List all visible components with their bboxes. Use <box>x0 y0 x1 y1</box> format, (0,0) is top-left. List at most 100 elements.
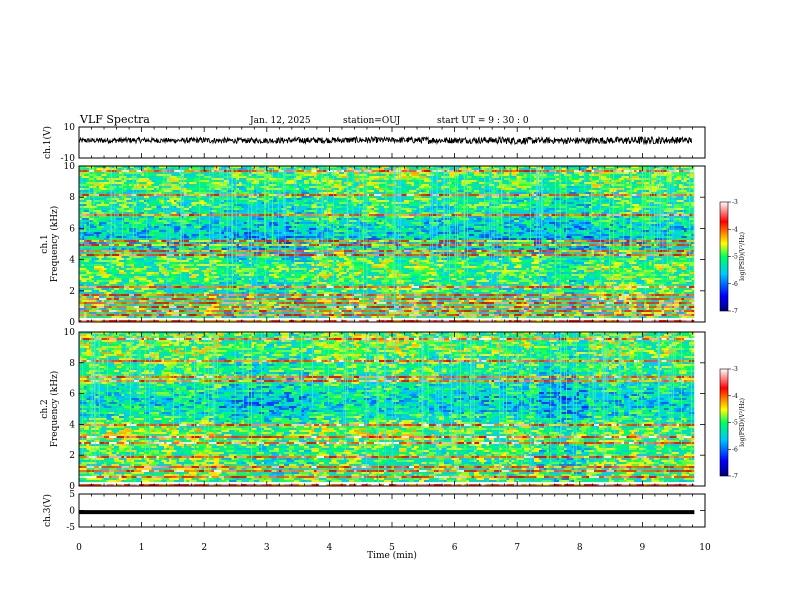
ch1-spectro-cell <box>216 188 222 190</box>
ch1-spectro-cell <box>506 208 509 210</box>
ch1-spectro-cell <box>109 186 117 188</box>
ch1-spectro-cell <box>134 222 142 224</box>
ch1-spectro-cell <box>601 170 604 172</box>
ch1-spectro-cell <box>246 174 249 176</box>
ch1-spectro-cell <box>176 172 179 174</box>
ch1-spectro-cell <box>444 188 447 190</box>
ch1-spectro-cell <box>674 184 677 186</box>
ch1-spectro-cell <box>274 178 277 180</box>
ch1-spectro-cell <box>549 192 557 194</box>
ch1-spectro-cell <box>429 200 432 202</box>
ch1-spectro-cell <box>149 200 152 202</box>
ch1-spectro-cell <box>444 190 452 192</box>
ch1-spectro-cell <box>561 190 567 192</box>
ch1-spectro-cell <box>614 214 622 216</box>
ch1-spectro-cell <box>354 208 362 210</box>
ch1-spectro-cell <box>476 194 479 196</box>
ch1-spectro-cell <box>174 200 177 202</box>
ch1-spectro-cell <box>296 166 299 168</box>
ch1-spectro-cell <box>111 212 117 214</box>
ch1-spectro-cell <box>251 230 259 232</box>
ch1-spectro-cell <box>159 200 162 202</box>
ch1-spectro-cell <box>321 182 327 184</box>
ch1-spectro-cell <box>411 208 417 210</box>
ch1-spectro-cell <box>419 172 427 174</box>
ch1-spectro-cell <box>129 184 132 186</box>
ch1-spectro-cell <box>86 180 94 182</box>
ch1-spectro-cell <box>609 218 617 220</box>
ch1-spectro-cell <box>316 204 322 206</box>
ch1-spectro-cell <box>209 200 212 202</box>
ch1-spectro-cell <box>386 190 394 192</box>
ch1-spectro-cell <box>501 196 507 198</box>
ch1-spectro-cell <box>124 198 127 200</box>
ch1-spectro-cell <box>224 174 232 176</box>
ch1-spectro-cell <box>374 218 377 220</box>
ch1-spectro-cell <box>241 226 244 228</box>
ch1-spectro-cell <box>276 182 284 184</box>
ch1-spectro-cell <box>459 228 464 230</box>
ch1-spectro-cell <box>651 230 654 232</box>
ch1-spectro-cell <box>421 240 424 242</box>
ch1-spectro-cell <box>309 194 317 196</box>
ch1-spectro-cell <box>216 208 222 210</box>
ch1-spectro-cell <box>146 182 154 184</box>
ch1-spectro-cell <box>571 176 579 178</box>
ch1-spectro-cell <box>546 208 554 210</box>
ch1-spectro-cell <box>451 230 454 232</box>
ch1-spectro-cell <box>116 176 119 178</box>
ch1-spectro-cell <box>144 174 149 176</box>
ch1-spectro-cell <box>386 204 394 206</box>
ch1-spectro-cell <box>151 166 159 168</box>
ch1-spectro-cell <box>254 188 257 190</box>
ch1-spectro-cell <box>84 196 87 198</box>
ch1-spectro-cell <box>369 222 372 224</box>
ch1-spectro-cell <box>676 170 679 172</box>
ch1-spectro-cell <box>126 230 129 232</box>
ch1-spectro-cell <box>546 196 554 198</box>
ch1-spectro-cell <box>349 204 354 206</box>
ch1-spectro-cell <box>604 170 607 172</box>
ch1-spectro-cell <box>484 200 489 202</box>
ch1-spectro-cell <box>674 204 679 206</box>
ch1-spectro-cell <box>309 196 312 198</box>
ch1-spectro-cell <box>324 168 329 170</box>
ch1-spectro-cell <box>254 214 257 216</box>
ch1-spectro-cell <box>154 232 162 234</box>
ch1-spectro-cell <box>661 228 667 230</box>
ch1-spectro-cell <box>549 188 557 190</box>
ch1-spectro-cell <box>104 202 109 204</box>
ch1-spectro-cell <box>309 188 317 190</box>
ch1-spectro-cell <box>259 186 262 188</box>
ch1-spectro-cell <box>551 240 554 242</box>
ch1-spectro-cell <box>354 168 357 170</box>
ch1-spectro-cell <box>309 228 317 230</box>
ch1-spectro-cell <box>499 194 507 196</box>
ch1-spectro-cell <box>524 232 527 234</box>
ch1-spectro-cell <box>479 236 482 238</box>
ch1-spectro-cell <box>681 178 684 180</box>
ch1-spectro-cell <box>281 234 284 236</box>
ch1-spectro-cell <box>686 166 692 168</box>
ch1-spectro-cell <box>161 184 164 186</box>
ch1-spectro-cell <box>239 210 247 212</box>
ch1-spectro-cell <box>219 222 224 224</box>
ch1-spectro-cell <box>474 242 479 244</box>
ch1-spectro-cell <box>636 172 644 174</box>
ch1-spectro-cell <box>294 232 302 234</box>
ch1-spectro-cell <box>669 226 677 228</box>
ch1-spectro-cell <box>561 226 564 228</box>
ch1-spectro-cell <box>276 200 279 202</box>
ch1-spectro-cell <box>636 238 639 240</box>
ch1-spectro-cell <box>224 210 232 212</box>
ch1-spectro-cell <box>516 174 519 176</box>
ch1-spectro-cell <box>329 168 337 170</box>
ch1-spectro-cell <box>181 226 187 228</box>
ch1-spectro-cell <box>426 196 434 198</box>
ch1-spectro-cell <box>466 204 472 206</box>
ch1-spectro-cell <box>139 220 144 222</box>
ch1-spectro-cell <box>644 174 652 176</box>
ch1-spectro-cell <box>174 236 177 238</box>
